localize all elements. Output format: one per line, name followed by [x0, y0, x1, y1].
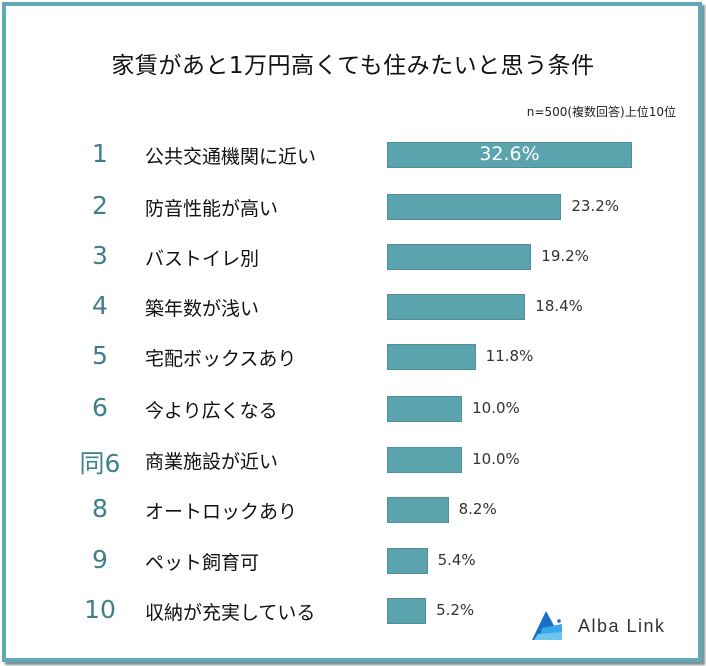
value-label: 5.4%: [437, 551, 476, 569]
value-label: 10.0%: [472, 450, 520, 468]
rank-label: 6: [92, 393, 108, 422]
category-label: 公共交通機関に近い: [145, 146, 317, 168]
value-label: 5.2%: [436, 601, 475, 619]
category-label: ペット飼育可: [145, 552, 260, 574]
rank-label: 1: [92, 139, 108, 168]
rank-label: 4: [92, 291, 108, 320]
bar: [387, 548, 428, 574]
bar: [387, 396, 463, 422]
chart-subtitle: n=500(複数回答)上位10位: [526, 105, 676, 119]
chart-title: 家賃があと1万円高くても住みたいと思う条件: [111, 53, 595, 79]
bar: [387, 447, 463, 473]
bar: [387, 294, 526, 320]
category-label: 商業施設が近い: [145, 451, 279, 473]
rank-label: 同6: [79, 449, 121, 478]
value-label: 8.2%: [458, 500, 497, 518]
value-label: 18.4%: [535, 297, 583, 315]
brand-logo: Alba Link: [532, 610, 666, 642]
value-label: 23.2%: [571, 197, 619, 215]
category-label: 今より広くなる: [145, 400, 278, 422]
rank-label: 10: [84, 595, 116, 624]
bar: [387, 497, 449, 523]
bar: [387, 142, 632, 168]
rank-label: 8: [92, 494, 108, 523]
bar: [387, 194, 562, 220]
bar: [387, 344, 476, 370]
rank-label: 3: [92, 241, 108, 270]
bar: [387, 598, 427, 624]
rank-label: 9: [92, 545, 108, 574]
category-label: オートロックあり: [145, 501, 298, 523]
value-label: 32.6%: [479, 143, 540, 165]
category-label: 宅配ボックスあり: [145, 348, 297, 370]
alba-link-logo-icon: [532, 611, 562, 640]
value-label: 11.8%: [485, 347, 534, 365]
category-label: 築年数が浅い: [145, 298, 260, 320]
category-label: 防音性能が高い: [145, 198, 279, 220]
category-label: 収納が充実している: [145, 602, 316, 624]
brand-name: Alba Link: [578, 615, 666, 636]
category-label: バストイレ別: [145, 248, 260, 270]
bar: [387, 244, 532, 270]
rank-label: 2: [92, 191, 108, 220]
value-label: 10.0%: [472, 399, 520, 417]
value-label: 19.2%: [541, 247, 589, 265]
rank-label: 5: [92, 341, 108, 370]
